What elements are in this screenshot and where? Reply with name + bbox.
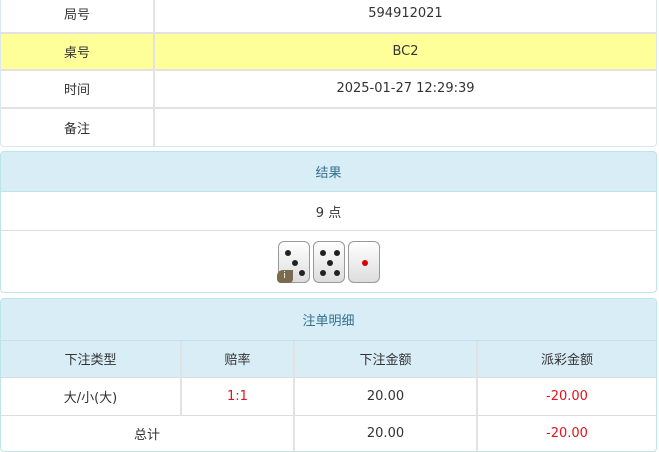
total-label: 总计 <box>1 415 295 451</box>
header-amount: 下注金额 <box>294 341 478 378</box>
result-title: 结果 <box>1 152 656 192</box>
die-pip <box>319 269 326 276</box>
round-info-table: 局号 594912021 桌号 BC2 时间 2025-01-27 12:29:39 … <box>0 0 657 147</box>
total-payout: -20.00 <box>477 415 656 451</box>
die-1 <box>347 240 380 283</box>
result-panel: 结果 9 点 i <box>0 151 657 293</box>
info-icon[interactable]: i <box>276 269 293 283</box>
value: 2025-01-27 12:29:39 <box>336 81 475 97</box>
bet-details-panel: 注单明细 下注类型 赔率 下注金额 派彩金额 大/小(大) 1:1 20.00 … <box>0 298 657 452</box>
die-pip <box>319 249 326 256</box>
header-bet-type: 下注类型 <box>1 341 182 378</box>
bet-table: 下注类型 赔率 下注金额 派彩金额 大/小(大) 1:1 20.00 -20.0… <box>1 341 656 451</box>
header-odds: 赔率 <box>181 341 295 378</box>
die-5 <box>312 240 345 283</box>
total-row: 总计 20.00 -20.00 <box>1 415 656 451</box>
die-pip <box>333 249 340 256</box>
die-pip <box>284 249 291 256</box>
bet-details-title: 注单明细 <box>1 299 656 341</box>
value: 594912021 <box>368 6 443 22</box>
label: 局号 <box>1 0 155 32</box>
value <box>155 109 656 147</box>
label: 时间 <box>1 71 155 107</box>
header-payout: 派彩金额 <box>477 341 656 378</box>
amount: 20.00 <box>294 377 478 416</box>
die-3: i <box>276 240 310 283</box>
die-pip <box>361 259 368 266</box>
value: BC2 <box>392 43 419 59</box>
label: 备注 <box>1 108 155 146</box>
label: 桌号 <box>1 33 155 69</box>
odds: 1:1 <box>181 377 295 416</box>
table-row: 大/小(大) 1:1 20.00 -20.00 <box>1 377 656 416</box>
info-row-remark: 备注 <box>1 108 656 147</box>
info-row-time: 时间 2025-01-27 12:29:39 <box>1 71 656 109</box>
die-pip <box>291 259 298 266</box>
info-row-table: 桌号 BC2 <box>1 33 656 71</box>
die-pip <box>333 269 340 276</box>
total-amount: 20.00 <box>294 415 478 451</box>
payout: -20.00 <box>477 377 656 416</box>
bet-type: 大/小(大) <box>1 377 182 416</box>
dice-row: i <box>1 231 656 292</box>
die-pip <box>326 259 333 266</box>
info-row-round: 局号 594912021 <box>1 0 656 34</box>
die-pip <box>298 269 305 276</box>
result-points: 9 点 <box>1 192 656 231</box>
